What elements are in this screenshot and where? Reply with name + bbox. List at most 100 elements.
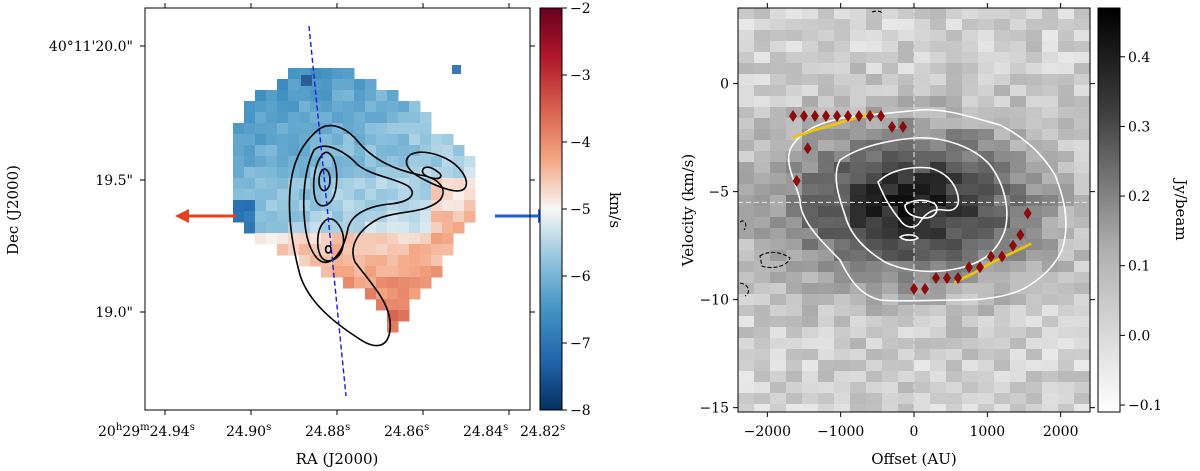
pv-pixel — [834, 8, 851, 20]
pv-pixel — [1058, 195, 1075, 207]
velocity-pixel — [266, 178, 278, 190]
pv-pixel — [786, 85, 803, 97]
velocity-pixel — [299, 101, 311, 113]
ra-tick-label-0: 20h29m24.94s — [98, 422, 195, 440]
velocity-pixel — [398, 156, 410, 168]
velocity-pixel — [354, 266, 366, 278]
pv-pixel — [1010, 96, 1027, 108]
pv-pixel — [914, 63, 931, 75]
pv-pixel — [754, 96, 771, 108]
pv-pixel — [738, 393, 755, 405]
velocity-pixel — [409, 244, 421, 256]
pv-pixel — [1026, 19, 1043, 31]
pv-pixel — [882, 338, 899, 350]
pv-pixel — [882, 393, 899, 405]
pv-pixel — [754, 217, 771, 229]
velocity-pixel — [376, 266, 388, 278]
velocity-pixel — [299, 156, 311, 168]
velocity-pixel — [409, 167, 421, 179]
pv-pixel — [786, 338, 803, 350]
pv-pixel — [818, 184, 835, 196]
velocity-pixel — [310, 222, 322, 234]
pv-contours — [787, 108, 1067, 302]
pv-pixel — [850, 140, 867, 152]
velocity-pixel — [354, 79, 366, 91]
pv-pixel — [802, 404, 819, 412]
velocity-pixel — [299, 244, 311, 256]
velocity-pixel — [420, 167, 432, 179]
pv-pixel — [786, 19, 803, 31]
pv-pixel — [946, 85, 963, 97]
pv-pixel — [770, 294, 787, 306]
pv-pixel — [994, 85, 1011, 97]
pv-pixel — [1010, 272, 1027, 284]
velocity-pixel — [299, 233, 311, 245]
velocity-pixel — [343, 156, 355, 168]
velocity-pixel — [343, 134, 355, 146]
pv-pixel — [818, 30, 835, 42]
velocity-pixel — [233, 189, 245, 201]
velocity-pixel — [321, 178, 333, 190]
pv-pixel — [1074, 107, 1090, 119]
pv-pixel — [754, 371, 771, 383]
pv-pixel — [1058, 283, 1075, 295]
pv-pixel — [818, 118, 835, 130]
pv-pixel — [802, 63, 819, 75]
pv-pixel — [962, 316, 979, 328]
neg-contour-2 — [739, 220, 747, 231]
pv-pixel — [946, 96, 963, 108]
velocity-pixel — [420, 266, 432, 278]
velocity-pixel — [387, 145, 399, 157]
velocity-pixel — [464, 200, 476, 212]
pv-pixel — [930, 404, 947, 412]
pv-pixel — [770, 184, 787, 196]
velocity-pixel — [409, 112, 421, 124]
pv-pixel — [818, 316, 835, 328]
pv-pixel — [898, 107, 915, 119]
intensity-colorbar-tick-label: −0.1 — [1128, 398, 1162, 414]
velocity-pixel — [332, 189, 344, 201]
velocity-pixel — [332, 145, 344, 157]
pv-pixel — [994, 316, 1011, 328]
velocity-pixel — [288, 178, 300, 190]
velocity-pixel — [464, 189, 476, 201]
pv-pixel — [994, 63, 1011, 75]
pv-pixel — [1042, 118, 1059, 130]
pv-pixel — [994, 338, 1011, 350]
pv-pixel — [738, 404, 755, 412]
velocity-pixel — [244, 145, 256, 157]
pv-pixel — [770, 305, 787, 317]
pv-pixel — [962, 393, 979, 405]
pv-pixel — [946, 239, 963, 251]
pv-pixel — [1058, 360, 1075, 372]
pv-pixel — [978, 184, 995, 196]
velocity-pixel — [409, 178, 421, 190]
velocity-pixel — [387, 189, 399, 201]
pv-pixel — [786, 349, 803, 361]
pv-pixel — [898, 74, 915, 86]
pv-pixel — [1010, 349, 1027, 361]
pv-pixel — [1074, 305, 1090, 317]
velocity-pixel — [387, 123, 399, 135]
pv-pixel — [1042, 393, 1059, 405]
offset-tick-label: 0 — [910, 424, 919, 440]
pv-pixel — [738, 162, 755, 174]
velocity-pixel — [376, 299, 388, 311]
pv-contour-outer — [787, 108, 1067, 302]
pv-pixel — [1074, 129, 1090, 141]
pv-pixel — [834, 316, 851, 328]
peak-marker — [954, 272, 962, 285]
pv-pixel — [930, 96, 947, 108]
pv-pixel — [1074, 184, 1090, 196]
pv-pixel — [1058, 162, 1075, 174]
pv-pixel — [834, 294, 851, 306]
pv-pixel — [818, 140, 835, 152]
velocity-pixel — [376, 134, 388, 146]
dec-tick-label-2: 19.0" — [95, 305, 133, 321]
pv-pixel — [834, 151, 851, 163]
velocity-pixel — [288, 134, 300, 146]
pv-pixel — [994, 41, 1011, 53]
pv-pixel — [946, 206, 963, 218]
peak-marker — [998, 250, 1006, 263]
velocity-pixel — [409, 222, 421, 234]
